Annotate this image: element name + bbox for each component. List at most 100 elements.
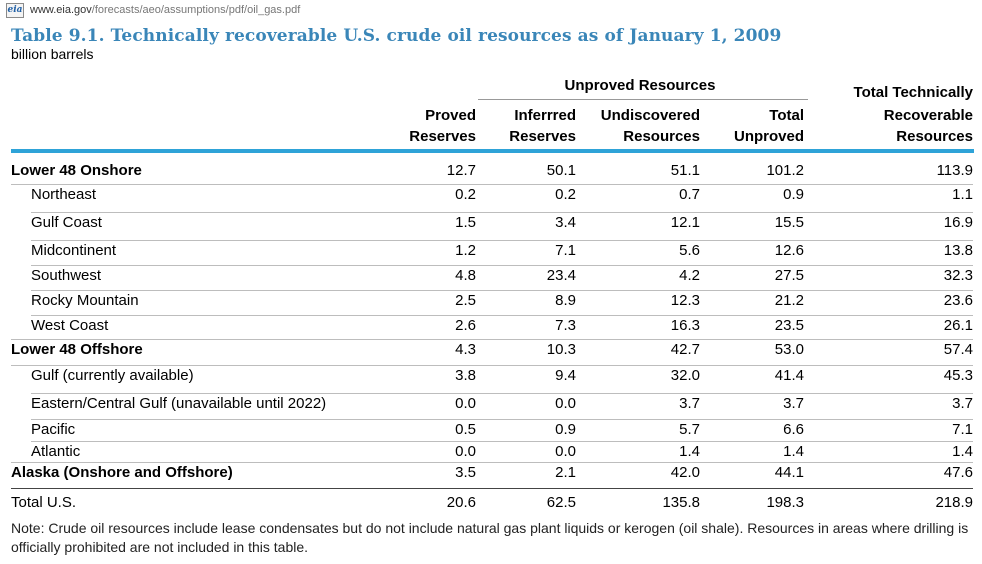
row-separator xyxy=(31,419,973,420)
table-cell: 42.0 xyxy=(670,464,700,481)
table-cell: 0.0 xyxy=(455,395,476,412)
table-cell: 198.3 xyxy=(766,494,804,511)
group-header-unproved: Unproved Resources xyxy=(564,77,716,94)
table-cell: 62.5 xyxy=(546,494,576,511)
row-label: Lower 48 Offshore xyxy=(11,341,143,358)
group-header-rule xyxy=(478,99,808,100)
table-cell: 21.2 xyxy=(774,292,804,309)
row-label: Gulf (currently available) xyxy=(31,367,194,384)
row-label: Eastern/Central Gulf (unavailable until … xyxy=(31,395,327,412)
table-cell: 3.5 xyxy=(455,464,476,481)
table-cell: 3.8 xyxy=(455,367,476,384)
table-row: Midcontinent 1.2 7.1 5.6 12.6 13.8 xyxy=(11,242,974,264)
column-header: Total Technically xyxy=(853,84,973,101)
table-cell: 218.9 xyxy=(935,494,973,511)
table-cell: 0.7 xyxy=(679,186,700,203)
table-cell: 0.9 xyxy=(555,421,576,438)
table-cell: 8.9 xyxy=(555,292,576,309)
table-cell: 27.5 xyxy=(774,267,804,284)
table-cell: 51.1 xyxy=(670,162,700,179)
row-separator xyxy=(31,441,973,442)
row-separator xyxy=(11,339,973,340)
url-domain: www.eia.gov xyxy=(30,4,92,16)
table-cell: 0.0 xyxy=(455,443,476,460)
url-text[interactable]: www.eia.gov/forecasts/aeo/assumptions/pd… xyxy=(30,4,300,16)
table-row: Rocky Mountain 2.5 8.9 12.3 21.2 23.6 xyxy=(11,292,974,314)
row-separator xyxy=(31,240,973,241)
table-row: Lower 48 Onshore 12.7 50.1 51.1 101.2 113.9 xyxy=(11,162,974,184)
table-cell: 16.3 xyxy=(670,317,700,334)
table-cell: 1.1 xyxy=(952,186,973,203)
table-row: West Coast 2.6 7.3 16.3 23.5 26.1 xyxy=(11,317,974,339)
table-cell: 4.8 xyxy=(455,267,476,284)
browser-address-bar[interactable]: eia www.eia.gov/forecasts/aeo/assumption… xyxy=(0,0,982,22)
table-cell: 0.5 xyxy=(455,421,476,438)
row-separator xyxy=(31,212,973,213)
row-label: West Coast xyxy=(31,317,109,334)
table-cell: 7.1 xyxy=(952,421,973,438)
table-cell: 1.4 xyxy=(679,443,700,460)
column-header: Recoverable xyxy=(883,107,973,124)
table-cell: 3.7 xyxy=(783,395,804,412)
table-cell: 20.6 xyxy=(446,494,476,511)
table-note: Note: Crude oil resources include lease … xyxy=(11,520,969,555)
table-cell: 4.2 xyxy=(679,267,700,284)
table-cell: 12.6 xyxy=(774,242,804,259)
header-divider xyxy=(11,149,974,153)
column-header: Resources xyxy=(896,128,973,145)
table-cell: 0.2 xyxy=(455,186,476,203)
column-header: Resources xyxy=(623,128,700,145)
column-header: Total xyxy=(769,107,804,124)
column-header: Reserves xyxy=(509,128,576,145)
table-cell: 3.7 xyxy=(952,395,973,412)
table-cell: 3.4 xyxy=(555,214,576,231)
table-units: billion barrels xyxy=(11,46,94,62)
table-row: Northeast 0.2 0.2 0.7 0.9 1.1 xyxy=(11,186,974,208)
table-cell: 50.1 xyxy=(546,162,576,179)
table-cell: 57.4 xyxy=(943,341,973,358)
table-cell: 3.7 xyxy=(679,395,700,412)
table-cell: 1.4 xyxy=(952,443,973,460)
table-row: Gulf (currently available) 3.8 9.4 32.0 41.4… xyxy=(11,367,974,389)
row-separator xyxy=(31,315,973,316)
table-cell: 12.7 xyxy=(446,162,476,179)
table-cell: 53.0 xyxy=(774,341,804,358)
table-cell: 0.9 xyxy=(783,186,804,203)
row-label: Total U.S. xyxy=(11,494,77,511)
table-cell: 135.8 xyxy=(662,494,700,511)
row-separator xyxy=(31,290,973,291)
table-row: Eastern/Central Gulf (unavailable until … xyxy=(11,395,974,417)
table-cell: 45.3 xyxy=(943,367,973,384)
table-cell: 2.1 xyxy=(555,464,576,481)
row-label: Atlantic xyxy=(31,443,81,460)
table-cell: 5.7 xyxy=(679,421,700,438)
row-label: Midcontinent xyxy=(31,242,117,259)
table-cell: 9.4 xyxy=(555,367,576,384)
row-separator xyxy=(11,184,973,185)
table-cell: 12.3 xyxy=(670,292,700,309)
table-cell: 41.4 xyxy=(774,367,804,384)
table-cell: 42.7 xyxy=(670,341,700,358)
table-title: Table 9.1. Technically recoverable U.S. … xyxy=(11,26,782,46)
column-header: Reserves xyxy=(409,128,476,145)
table-cell: 47.6 xyxy=(943,464,973,481)
row-label: Alaska (Onshore and Offshore) xyxy=(11,464,233,481)
table-cell: 32.3 xyxy=(943,267,973,284)
table-row: Atlantic 0.0 0.0 1.4 1.4 1.4 xyxy=(11,443,974,465)
table-cell: 101.2 xyxy=(766,162,804,179)
table-row: Pacific 0.5 0.9 5.7 6.6 7.1 xyxy=(11,421,974,443)
row-separator xyxy=(31,265,973,266)
row-separator xyxy=(11,488,973,489)
table-row: Total U.S. 20.6 62.5 135.8 198.3 218.9 xyxy=(11,494,974,516)
table-cell: 1.2 xyxy=(455,242,476,259)
table-cell: 23.6 xyxy=(943,292,973,309)
row-label: Northeast xyxy=(31,186,97,203)
row-label: Lower 48 Onshore xyxy=(11,162,142,179)
table-row: Lower 48 Offshore 4.3 10.3 42.7 53.0 57.4 xyxy=(11,341,974,363)
table-cell: 1.5 xyxy=(455,214,476,231)
table-cell: 12.1 xyxy=(670,214,700,231)
table-cell: 4.3 xyxy=(455,341,476,358)
table-cell: 1.4 xyxy=(783,443,804,460)
table-cell: 2.6 xyxy=(455,317,476,334)
table-cell: 7.3 xyxy=(555,317,576,334)
